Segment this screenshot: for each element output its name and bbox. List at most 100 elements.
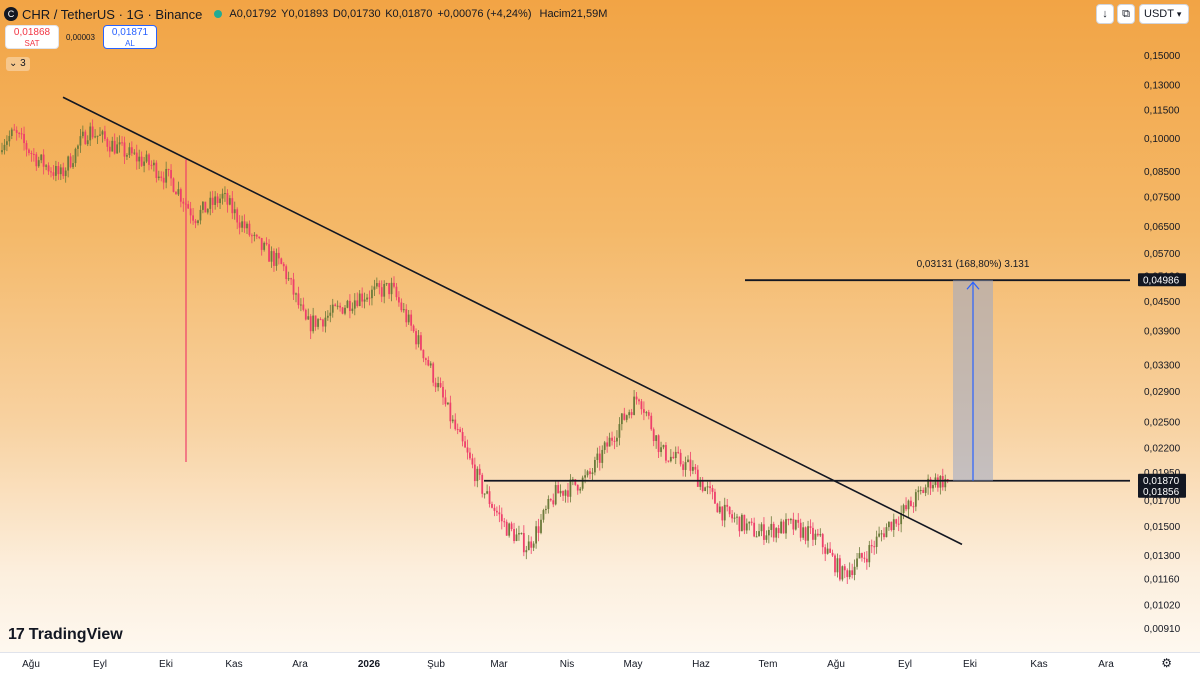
- symbol-title[interactable]: CHR / TetherUS · 1G · Binance: [22, 6, 203, 22]
- trendline[interactable]: [62, 96, 963, 546]
- candle-body: [282, 263, 285, 267]
- candle-body: [522, 533, 525, 553]
- price-chart[interactable]: 0,03131 (168,80%) 3.1310,150000,130000,1…: [0, 0, 1200, 652]
- candle-body: [491, 503, 493, 508]
- candle-body: [241, 221, 243, 228]
- candle-body: [358, 293, 361, 306]
- candle-body: [736, 516, 738, 518]
- candle-body: [402, 309, 405, 311]
- candle-body: [334, 304, 337, 306]
- candle-body: [571, 479, 574, 481]
- candle-body: [145, 154, 148, 162]
- candle-body: [569, 479, 572, 497]
- spread-value: 0,00003: [66, 33, 95, 42]
- candle-body: [508, 523, 511, 536]
- candle-body: [790, 518, 792, 521]
- tradingview-logo[interactable]: 17 TradingView: [8, 626, 123, 644]
- candle-body: [941, 476, 944, 488]
- time-tick-label: Şub: [427, 659, 445, 670]
- candle-body: [586, 471, 589, 476]
- price-axis[interactable]: 0,15000 0,13000 0,11500 0,10000 0,08500 0,075…: [1144, 51, 1181, 635]
- candle-body: [248, 223, 251, 236]
- candle-body: [618, 424, 621, 438]
- candle-body: [535, 526, 537, 544]
- chart-area[interactable]: 0,03131 (168,80%) 3.131 0,15000 0,13000 0,1…: [0, 0, 1200, 652]
- candle-body: [224, 193, 226, 195]
- time-axis[interactable]: Ağu Eyl Eki Kas Ara 2026 Şub Mar Nis May Haz Tem Ağu…: [0, 652, 1200, 677]
- candle-body: [579, 488, 582, 491]
- arrow-down-button[interactable]: ↓: [1096, 4, 1114, 24]
- time-tick-label: Ağu: [827, 659, 845, 670]
- candle-body: [135, 152, 138, 162]
- candle-body: [665, 445, 667, 461]
- candle-body: [380, 287, 383, 297]
- candle-body: [897, 523, 900, 525]
- candle-body: [373, 286, 376, 290]
- candle-body: [865, 558, 868, 563]
- candle-body: [287, 278, 290, 280]
- price-tick-label: 0,00910: [1144, 624, 1181, 635]
- candle-body: [518, 533, 520, 535]
- candle-body: [420, 335, 422, 350]
- open-label: A: [229, 8, 237, 20]
- market-status-icon: [214, 10, 223, 18]
- gear-icon[interactable]: ⚙: [1161, 656, 1172, 670]
- candle-body: [253, 234, 256, 236]
- price-tick-label: 0,02900: [1144, 387, 1181, 398]
- candle-body: [64, 170, 67, 177]
- high-label: Y: [281, 8, 289, 20]
- candle-body: [221, 193, 224, 199]
- candle-body: [733, 517, 736, 519]
- candle-body: [130, 147, 133, 154]
- fullscreen-button[interactable]: ⧉: [1117, 4, 1135, 24]
- candle-body: [520, 533, 523, 535]
- chart-legend: C CHR / TetherUS · 1G · Binance A0,01792…: [4, 4, 607, 24]
- price-tick-label: 0,01950: [1144, 468, 1181, 479]
- candle-body: [410, 314, 413, 326]
- indicators-toggle[interactable]: ⌄ 3: [6, 57, 30, 71]
- candle-body: [669, 456, 672, 462]
- measure-arrow-head: [966, 281, 980, 290]
- candle-body: [59, 167, 62, 175]
- candle-body: [424, 358, 427, 360]
- candle-body: [204, 201, 207, 213]
- time-tick-label: Ara: [1098, 659, 1114, 670]
- time-tick-label: May: [624, 659, 643, 670]
- candle-body: [549, 498, 552, 501]
- candle-body: [914, 492, 917, 507]
- candle-body: [3, 144, 6, 151]
- candle-body: [782, 521, 785, 534]
- candle-body: [13, 129, 16, 131]
- candle-body: [562, 490, 564, 496]
- candle-body: [140, 156, 143, 166]
- candle-body: [821, 534, 824, 548]
- candle-body: [351, 308, 354, 312]
- candle-body: [540, 519, 542, 533]
- candle-body: [123, 142, 126, 157]
- candle-body: [155, 162, 158, 179]
- candle-body: [243, 221, 246, 229]
- currency-select[interactable]: USDT ▾: [1139, 4, 1189, 24]
- time-tick-label: Eki: [963, 659, 977, 670]
- candle-body: [10, 129, 13, 136]
- candle-body: [647, 412, 650, 416]
- candle-body: [794, 519, 797, 530]
- candle-body: [481, 474, 484, 494]
- candle-body: [701, 481, 704, 491]
- candle-body: [804, 527, 807, 541]
- sell-button[interactable]: 0,01868 SAT: [5, 25, 59, 49]
- indicator-count: 3: [20, 58, 26, 69]
- buy-button[interactable]: 0,01871 AL: [103, 25, 157, 49]
- candle-body: [902, 505, 905, 514]
- candle-body: [932, 485, 934, 489]
- candle-body: [317, 319, 319, 327]
- candle-body: [417, 335, 420, 345]
- candle-body: [344, 307, 346, 314]
- candle-body: [888, 521, 890, 528]
- candle-body: [309, 316, 312, 332]
- candle-body: [238, 222, 241, 228]
- candle-body: [329, 312, 332, 316]
- candle-body: [809, 526, 812, 528]
- candle-body: [67, 156, 70, 171]
- candle-body: [527, 541, 530, 551]
